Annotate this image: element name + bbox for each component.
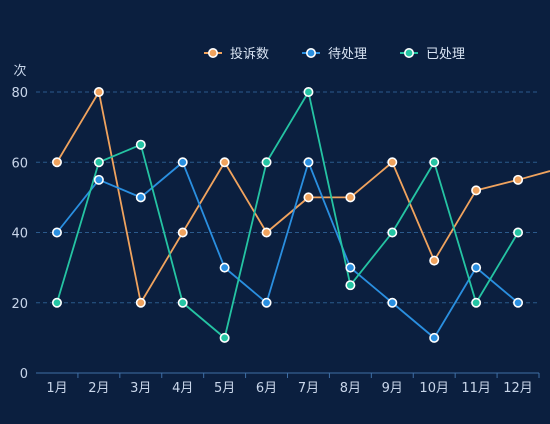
data-point-series-2[interactable]: [387, 227, 398, 238]
data-point-series-1[interactable]: [51, 227, 62, 238]
data-point-series-2[interactable]: [219, 332, 230, 343]
data-point-series-1[interactable]: [303, 157, 314, 168]
data-point-series-1[interactable]: [219, 262, 230, 273]
data-point-series-2[interactable]: [93, 157, 104, 168]
data-point-series-1[interactable]: [345, 262, 356, 273]
x-tick-label: 1月: [46, 381, 67, 396]
x-tick-label: 8月: [340, 381, 361, 396]
legend-marker: [208, 47, 219, 58]
x-tick-label: 11月: [461, 381, 491, 396]
legend-marker: [403, 47, 414, 58]
x-tick-label: 2月: [88, 381, 109, 396]
legend-label[interactable]: 已处理: [426, 47, 465, 62]
data-point-series-0[interactable]: [93, 87, 104, 98]
data-point-series-0[interactable]: [303, 192, 314, 203]
x-tick-label: 5月: [214, 381, 235, 396]
y-tick-label: 0: [20, 367, 28, 382]
data-point-series-1[interactable]: [429, 332, 440, 343]
data-point-series-1[interactable]: [177, 157, 188, 168]
x-tick-label: 9月: [382, 381, 403, 396]
data-point-series-0[interactable]: [429, 255, 440, 266]
y-tick-label: 60: [11, 156, 28, 171]
x-tick-label: 10月: [419, 381, 449, 396]
y-axis-unit: 次: [13, 63, 26, 79]
data-point-series-0[interactable]: [387, 157, 398, 168]
data-point-series-0[interactable]: [471, 185, 482, 196]
x-tick-label: 12月: [503, 381, 533, 396]
x-tick-label: 3月: [130, 381, 151, 396]
x-tick-label: 7月: [298, 381, 319, 396]
data-point-series-0[interactable]: [177, 227, 188, 238]
legend-label[interactable]: 待处理: [328, 47, 367, 62]
data-point-series-0[interactable]: [219, 157, 230, 168]
series-line-2: [56, 91, 519, 339]
data-point-series-0[interactable]: [513, 174, 524, 185]
x-tick-label: 6月: [256, 381, 277, 396]
data-point-series-2[interactable]: [177, 297, 188, 308]
data-point-series-0[interactable]: [51, 157, 62, 168]
x-tick-label: 4月: [172, 381, 193, 396]
data-point-series-1[interactable]: [261, 297, 272, 308]
y-tick-label: 20: [11, 297, 28, 312]
y-tick-label: 40: [11, 227, 28, 242]
data-point-series-2[interactable]: [513, 227, 524, 238]
data-point-series-2[interactable]: [303, 87, 314, 98]
data-point-series-1[interactable]: [471, 262, 482, 273]
data-point-series-1[interactable]: [135, 192, 146, 203]
data-point-series-0[interactable]: [135, 297, 146, 308]
series-line-1: [56, 161, 519, 339]
data-point-series-1[interactable]: [387, 297, 398, 308]
data-point-series-2[interactable]: [261, 157, 272, 168]
legend-label[interactable]: 投诉数: [230, 46, 269, 62]
data-point-series-0[interactable]: [261, 227, 272, 238]
data-point-series-2[interactable]: [345, 280, 356, 291]
data-point-series-2[interactable]: [429, 157, 440, 168]
y-tick-label: 80: [11, 86, 28, 101]
data-point-series-1[interactable]: [93, 174, 104, 185]
data-point-series-2[interactable]: [51, 297, 62, 308]
legend-marker: [305, 47, 316, 58]
data-point-series-2[interactable]: [135, 139, 146, 150]
data-point-series-0[interactable]: [345, 192, 356, 203]
data-point-series-1[interactable]: [513, 297, 524, 308]
data-point-series-2[interactable]: [471, 297, 482, 308]
